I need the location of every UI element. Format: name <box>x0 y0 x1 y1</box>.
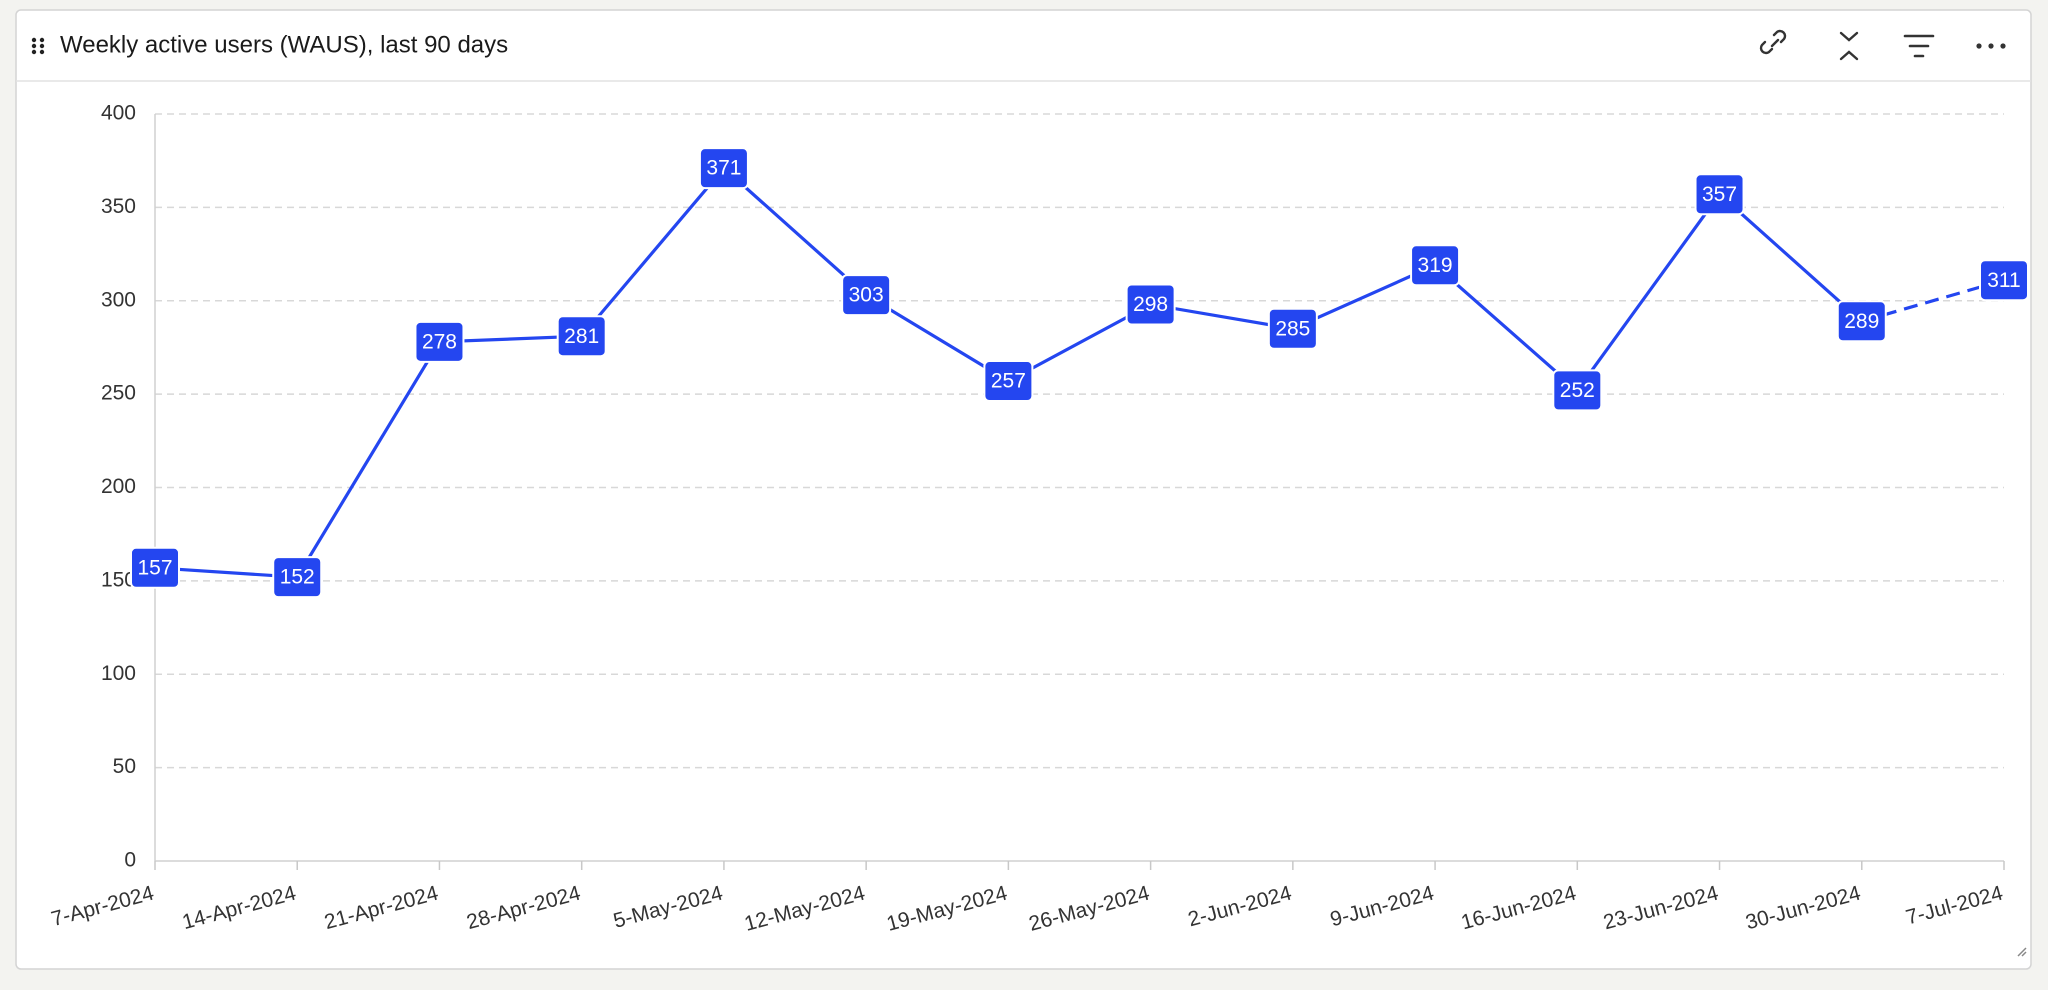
data-label: 257 <box>991 370 1026 393</box>
data-label-box <box>1125 283 1176 326</box>
more-icon[interactable] <box>1976 43 2006 49</box>
data-label: 278 <box>422 330 457 353</box>
data-label-box <box>1267 307 1318 350</box>
y-tick-label: 150 <box>101 568 136 591</box>
y-tick-label: 350 <box>101 195 136 218</box>
data-label: 371 <box>706 157 741 180</box>
y-tick-label: 300 <box>101 288 136 311</box>
resize-handle[interactable] <box>2017 947 2027 957</box>
drag-handle[interactable] <box>31 37 45 55</box>
data-label-box <box>556 315 607 358</box>
link-icon[interactable] <box>1759 29 1787 55</box>
y-tick-label: 250 <box>101 382 136 405</box>
y-tick-label: 200 <box>101 475 136 498</box>
y-tick-label: 100 <box>101 662 136 685</box>
data-label: 157 <box>137 556 172 579</box>
data-label: 252 <box>1560 379 1595 402</box>
filter-icon[interactable] <box>1903 34 1935 58</box>
data-label-box <box>1694 173 1745 216</box>
y-tick-label: 400 <box>101 102 136 125</box>
data-label: 311 <box>1987 269 2020 292</box>
data-label-box <box>130 546 180 589</box>
data-label-box <box>698 147 749 190</box>
data-label: 298 <box>1133 293 1168 316</box>
data-label-box <box>983 360 1034 403</box>
data-label-box <box>414 320 465 363</box>
data-label-box <box>272 556 323 599</box>
data-label: 303 <box>849 284 884 307</box>
data-label-box <box>1979 259 2029 302</box>
data-label: 281 <box>564 325 599 348</box>
data-label: 285 <box>1275 317 1310 340</box>
data-label-box <box>841 274 892 317</box>
card-title: Weekly active users (WAUS), last 90 days <box>60 31 508 58</box>
data-label: 152 <box>280 566 315 589</box>
data-label: 357 <box>1702 183 1737 206</box>
y-tick-label: 50 <box>113 755 136 778</box>
data-label: 289 <box>1844 310 1879 333</box>
data-label-box <box>1552 369 1603 412</box>
card <box>15 9 2032 970</box>
data-label-box <box>1410 244 1461 287</box>
data-label: 319 <box>1418 254 1453 277</box>
collapse-icon[interactable] <box>1839 31 1859 61</box>
data-label-box <box>1836 300 1887 343</box>
y-tick-label: 0 <box>124 849 136 872</box>
